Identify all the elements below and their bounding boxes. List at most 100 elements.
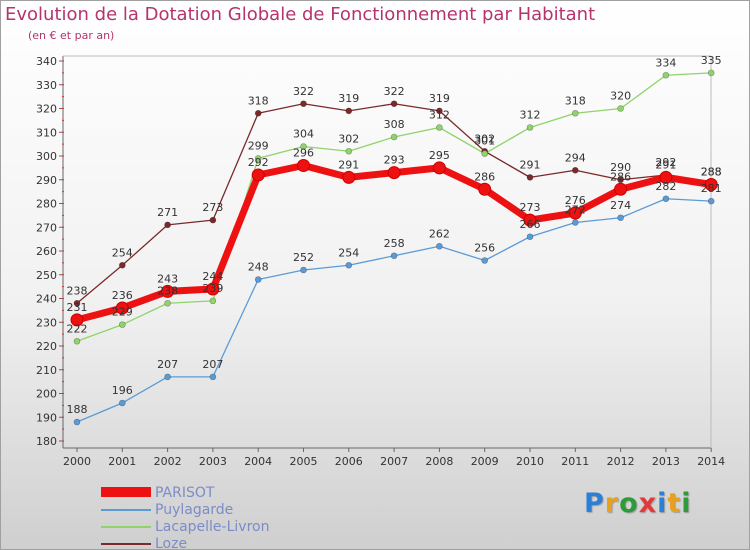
data-label-puylagarde: 196 (112, 384, 133, 397)
y-tick-label: 260 (36, 245, 57, 258)
data-label-lacapelle-livron: 299 (248, 139, 269, 152)
x-tick-label: 2001 (108, 455, 136, 468)
data-label-lacapelle-livron: 312 (520, 109, 541, 122)
data-label-puylagarde: 252 (293, 251, 314, 264)
data-label-loze: 318 (248, 94, 269, 107)
data-point-parisot (387, 166, 401, 180)
data-point-puylagarde (707, 197, 715, 205)
data-point-puylagarde (436, 242, 443, 250)
x-tick-label: 2011 (561, 455, 589, 468)
data-label-parisot: 244 (202, 270, 223, 283)
data-point-lacapelle-livron (345, 147, 353, 155)
data-point-puylagarde (164, 373, 171, 381)
x-tick-label: 2013 (652, 455, 680, 468)
data-point-puylagarde (209, 373, 217, 381)
data-label-loze: 291 (520, 158, 541, 171)
x-tick-label: 2003 (199, 455, 227, 468)
logo-letter: x (638, 488, 658, 519)
data-point-loze (300, 100, 307, 108)
data-point-lacapelle-livron (254, 155, 262, 162)
data-label-parisot: 286 (474, 170, 495, 183)
data-point-parisot (432, 161, 446, 175)
data-point-loze (119, 261, 126, 269)
data-point-lacapelle-livron (662, 71, 670, 79)
logo-letter: i (681, 488, 692, 519)
data-label-parisot: 292 (248, 156, 269, 169)
x-tick-label: 2012 (607, 455, 635, 468)
data-label-parisot: 295 (429, 149, 450, 162)
data-point-lacapelle-livron (300, 143, 307, 150)
x-tick-label: 2014 (697, 455, 725, 468)
y-tick-label: 190 (36, 411, 57, 424)
data-point-parisot (251, 168, 265, 182)
data-point-loze (390, 100, 398, 108)
y-tick-label: 330 (36, 79, 57, 92)
data-label-puylagarde: 262 (429, 227, 450, 240)
legend-label-loze: Loze (155, 536, 188, 550)
x-tick-label: 2010 (516, 455, 544, 468)
data-label-puylagarde: 207 (202, 358, 223, 371)
data-point-puylagarde (526, 233, 534, 241)
y-tick-label: 300 (36, 150, 57, 163)
data-label-parisot: 286 (610, 170, 631, 183)
data-point-lacapelle-livron (481, 150, 489, 157)
data-point-puylagarde (119, 399, 126, 407)
data-point-parisot (704, 178, 718, 191)
data-point-lacapelle-livron (209, 297, 217, 305)
y-tick-label: 230 (36, 316, 57, 329)
data-point-parisot (478, 182, 492, 196)
y-tick-label: 210 (36, 364, 57, 377)
y-tick-label: 340 (36, 55, 57, 68)
data-label-loze: 254 (112, 246, 133, 259)
data-label-parisot: 293 (384, 154, 405, 167)
data-point-parisot (115, 301, 129, 315)
logo-letter: P (584, 488, 605, 519)
data-label-parisot: 296 (293, 147, 314, 160)
data-point-parisot (614, 182, 628, 196)
y-tick-label: 200 (36, 388, 57, 401)
data-label-loze: 273 (202, 201, 223, 214)
data-label-lacapelle-livron: 320 (610, 90, 631, 103)
data-label-lacapelle-livron: 302 (338, 132, 359, 145)
data-label-parisot: 276 (565, 194, 586, 207)
x-tick-label: 2000 (63, 455, 91, 468)
data-label-puylagarde: 272 (565, 204, 586, 217)
data-point-parisot (568, 206, 582, 220)
data-point-parisot (659, 170, 673, 184)
data-point-lacapelle-livron (73, 337, 81, 345)
legend-label-parisot: PARISOT (155, 485, 215, 501)
data-point-loze (436, 107, 443, 115)
data-label-loze: 302 (474, 132, 495, 145)
data-point-loze (571, 166, 579, 174)
data-point-lacapelle-livron (571, 109, 579, 117)
data-label-parisot: 231 (67, 301, 88, 314)
x-tick-label: 2005 (290, 455, 318, 468)
data-point-parisot (161, 284, 175, 298)
data-label-lacapelle-livron: 318 (565, 94, 586, 107)
data-label-puylagarde: 266 (520, 218, 541, 231)
data-label-puylagarde: 282 (655, 180, 676, 193)
data-label-loze: 271 (157, 206, 178, 219)
data-label-parisot: 243 (157, 272, 178, 285)
data-point-puylagarde (617, 214, 624, 222)
chart-data-points (70, 69, 718, 426)
data-label-parisot: 291 (655, 158, 676, 171)
y-tick-label: 270 (36, 221, 57, 234)
data-label-puylagarde: 274 (610, 199, 631, 212)
data-point-loze (164, 221, 171, 229)
data-label-lacapelle-livron: 301 (474, 135, 495, 148)
data-point-parisot (206, 282, 220, 296)
data-label-lacapelle-livron: 308 (384, 118, 405, 131)
y-tick-label: 240 (36, 293, 57, 306)
data-label-loze: 290 (610, 161, 631, 174)
data-point-puylagarde (254, 276, 262, 283)
proxiti-logo: Proxiti (584, 488, 692, 519)
data-label-lacapelle-livron: 238 (157, 284, 178, 297)
data-label-puylagarde: 248 (248, 261, 269, 274)
legend-swatch-lacapelle-livron (101, 526, 151, 528)
data-point-puylagarde (481, 257, 489, 264)
data-label-loze: 288 (701, 166, 722, 179)
legend-swatch-loze (101, 543, 151, 545)
data-label-puylagarde: 258 (384, 237, 405, 250)
